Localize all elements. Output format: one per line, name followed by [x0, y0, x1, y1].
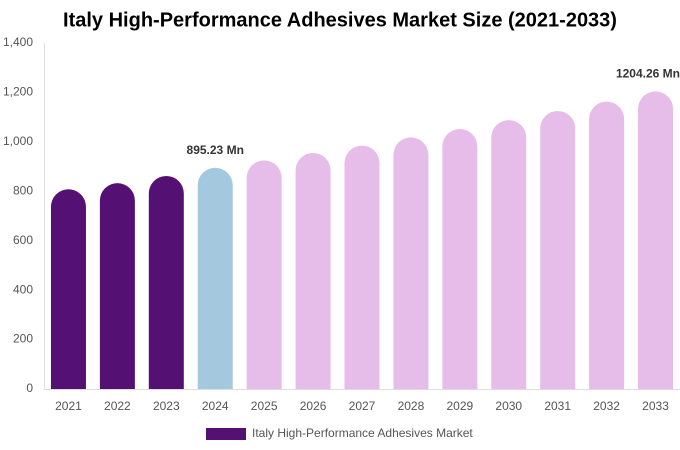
x-tick-label: 2031 — [544, 399, 571, 413]
x-tick-label: 2021 — [55, 399, 82, 413]
x-tick-label: 2024 — [202, 399, 229, 413]
x-tick-label: 2029 — [446, 399, 473, 413]
bar — [442, 129, 478, 389]
y-tick-label: 800 — [13, 183, 33, 197]
bar — [344, 145, 380, 389]
bar — [393, 137, 429, 389]
bar — [638, 91, 674, 390]
x-tick-label: 2027 — [349, 399, 376, 413]
x-tick-label: 2033 — [642, 399, 669, 413]
bar — [246, 160, 282, 389]
legend-swatch — [206, 428, 246, 440]
y-tick-label: 200 — [13, 332, 33, 346]
x-tick-label: 2026 — [300, 399, 327, 413]
y-tick-label: 600 — [13, 233, 33, 247]
bar — [589, 101, 625, 389]
x-tick-label: 2032 — [593, 399, 620, 413]
bar — [540, 110, 576, 389]
x-tick-label: 2028 — [398, 399, 425, 413]
chart-title: Italy High-Performance Adhesives Market … — [63, 9, 617, 31]
x-tick-label: 2022 — [104, 399, 131, 413]
bar — [295, 152, 331, 389]
y-tick-label: 1,400 — [3, 35, 33, 49]
bar — [148, 175, 184, 389]
y-tick-label: 400 — [13, 282, 33, 296]
y-tick-label: 1,200 — [3, 85, 33, 99]
y-tick-label: 1,000 — [3, 134, 33, 148]
x-tick-label: 2023 — [153, 399, 180, 413]
value-label: 895.23 Mn — [187, 143, 244, 157]
bar — [491, 120, 527, 389]
y-tick-label: 0 — [26, 381, 33, 395]
x-tick-label: 2030 — [495, 399, 522, 413]
legend-label: Italy High-Performance Adhesives Market — [252, 426, 473, 440]
x-tick-label: 2025 — [251, 399, 278, 413]
bar — [197, 167, 233, 389]
bar — [50, 189, 86, 389]
bar — [99, 183, 135, 389]
value-label: 1204.26 Mn — [616, 67, 680, 81]
